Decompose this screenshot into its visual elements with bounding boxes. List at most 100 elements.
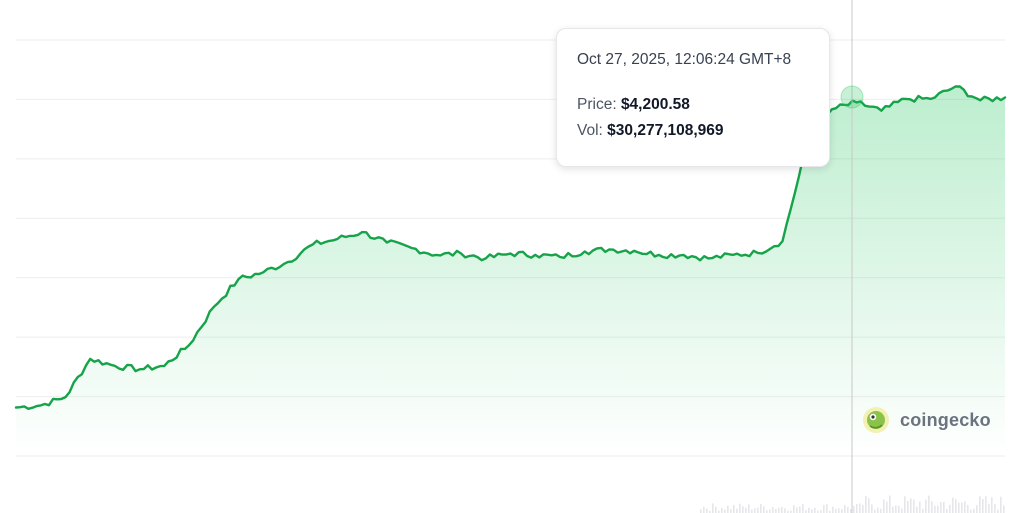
volume-bar (901, 508, 903, 513)
volume-bar (943, 501, 945, 513)
volume-bar (754, 508, 756, 513)
volume-bar (757, 507, 759, 513)
volume-bar (898, 505, 900, 513)
volume-bar (877, 507, 879, 513)
volume-bar (793, 505, 795, 513)
volume-bar (850, 509, 852, 513)
volume-bar (979, 496, 981, 513)
volume-bar (880, 508, 882, 513)
volume-bar (820, 509, 822, 513)
tooltip-volume-value: $30,277,108,969 (607, 122, 724, 139)
price-line (14, 85, 1007, 410)
volume-bar (799, 506, 801, 513)
volume-bar (913, 499, 915, 513)
volume-bar (991, 497, 993, 513)
volume-bar (895, 505, 897, 513)
volume-bar (814, 507, 816, 513)
volume-bar (844, 505, 846, 513)
volume-bar (922, 508, 924, 513)
volume-bar (796, 507, 798, 513)
volume-bar (856, 503, 858, 513)
volume-bar (733, 505, 735, 513)
volume-bar (802, 503, 804, 513)
volume-bar (730, 509, 732, 513)
volume-bar (808, 507, 810, 513)
volume-bar (715, 506, 717, 513)
volume-bar (1003, 505, 1005, 513)
coingecko-watermark: coingecko (862, 404, 991, 436)
volume-bar (811, 509, 813, 513)
volume-bar (868, 498, 870, 513)
volume-bar (949, 504, 951, 513)
volume-bar (967, 504, 969, 513)
volume-bar (790, 510, 792, 513)
volume-bar (919, 501, 921, 513)
volume-bar (712, 503, 714, 513)
volume-bar (970, 509, 972, 513)
volume-bar (751, 509, 753, 513)
tooltip-price-value: $4,200.58 (620, 96, 690, 113)
volume-bar (988, 503, 990, 513)
volume-bar (784, 508, 786, 513)
volume-bar (928, 495, 930, 513)
volume-bar (805, 510, 807, 513)
volume-bar (973, 508, 975, 513)
volume-bar (724, 509, 726, 513)
volume-bar (889, 495, 891, 513)
volume-bar (847, 507, 849, 513)
volume-bar (892, 506, 894, 513)
volume-bar (997, 509, 999, 513)
volume-bar (964, 501, 966, 513)
volume-bar (775, 508, 777, 513)
volume-bar (925, 499, 927, 513)
volume-bar (916, 506, 918, 513)
volume-bar (700, 509, 702, 513)
volume-bar (778, 507, 780, 513)
volume-bar (976, 504, 978, 513)
volume-bar (961, 502, 963, 513)
volume-bar (829, 510, 831, 513)
volume-bar (739, 503, 741, 513)
volume-bar (832, 506, 834, 513)
volume-bar (985, 496, 987, 513)
volume-bar (760, 503, 762, 513)
volume-bar (721, 507, 723, 513)
volume-bar (748, 504, 750, 513)
volume-bar (955, 499, 957, 513)
volume-bar (742, 506, 744, 513)
volume-bar (769, 509, 771, 513)
volume-bar (883, 499, 885, 513)
volume-bar (835, 508, 837, 513)
volume-bar (736, 508, 738, 513)
volume-bar (772, 507, 774, 513)
volume-bar (841, 509, 843, 513)
volume-bar (763, 506, 765, 513)
volume-bar (823, 505, 825, 513)
volume-bar (745, 507, 747, 513)
volume-bar (859, 503, 861, 513)
volume-bar (946, 509, 948, 513)
volume-bar (886, 501, 888, 513)
volume-bar (781, 506, 783, 513)
volume-bar (817, 510, 819, 513)
volume-bar (931, 501, 933, 513)
volume-bar (709, 510, 711, 513)
volume-bar (994, 503, 996, 513)
tooltip-price-label: Price: (577, 96, 617, 113)
tooltip-price-row: Price: $4,200.58 (577, 96, 809, 114)
volume-bar (826, 504, 828, 513)
volume-bar (871, 504, 873, 513)
tooltip-date: Oct 27, 2025, 12:06:24 GMT+8 (577, 51, 792, 68)
price-tooltip: Oct 27, 2025, 12:06:24 GMT+8 Price: $4,2… (556, 28, 830, 167)
volume-bar (952, 497, 954, 513)
volume-bar (862, 504, 864, 513)
volume-bar (958, 502, 960, 513)
volume-bar (706, 508, 708, 513)
volume-bar (787, 510, 789, 513)
volume-bars (700, 495, 1005, 513)
volume-bar (865, 495, 867, 513)
volume-bar (934, 505, 936, 513)
brand-name: coingecko (900, 409, 991, 430)
volume-bar (907, 501, 909, 513)
